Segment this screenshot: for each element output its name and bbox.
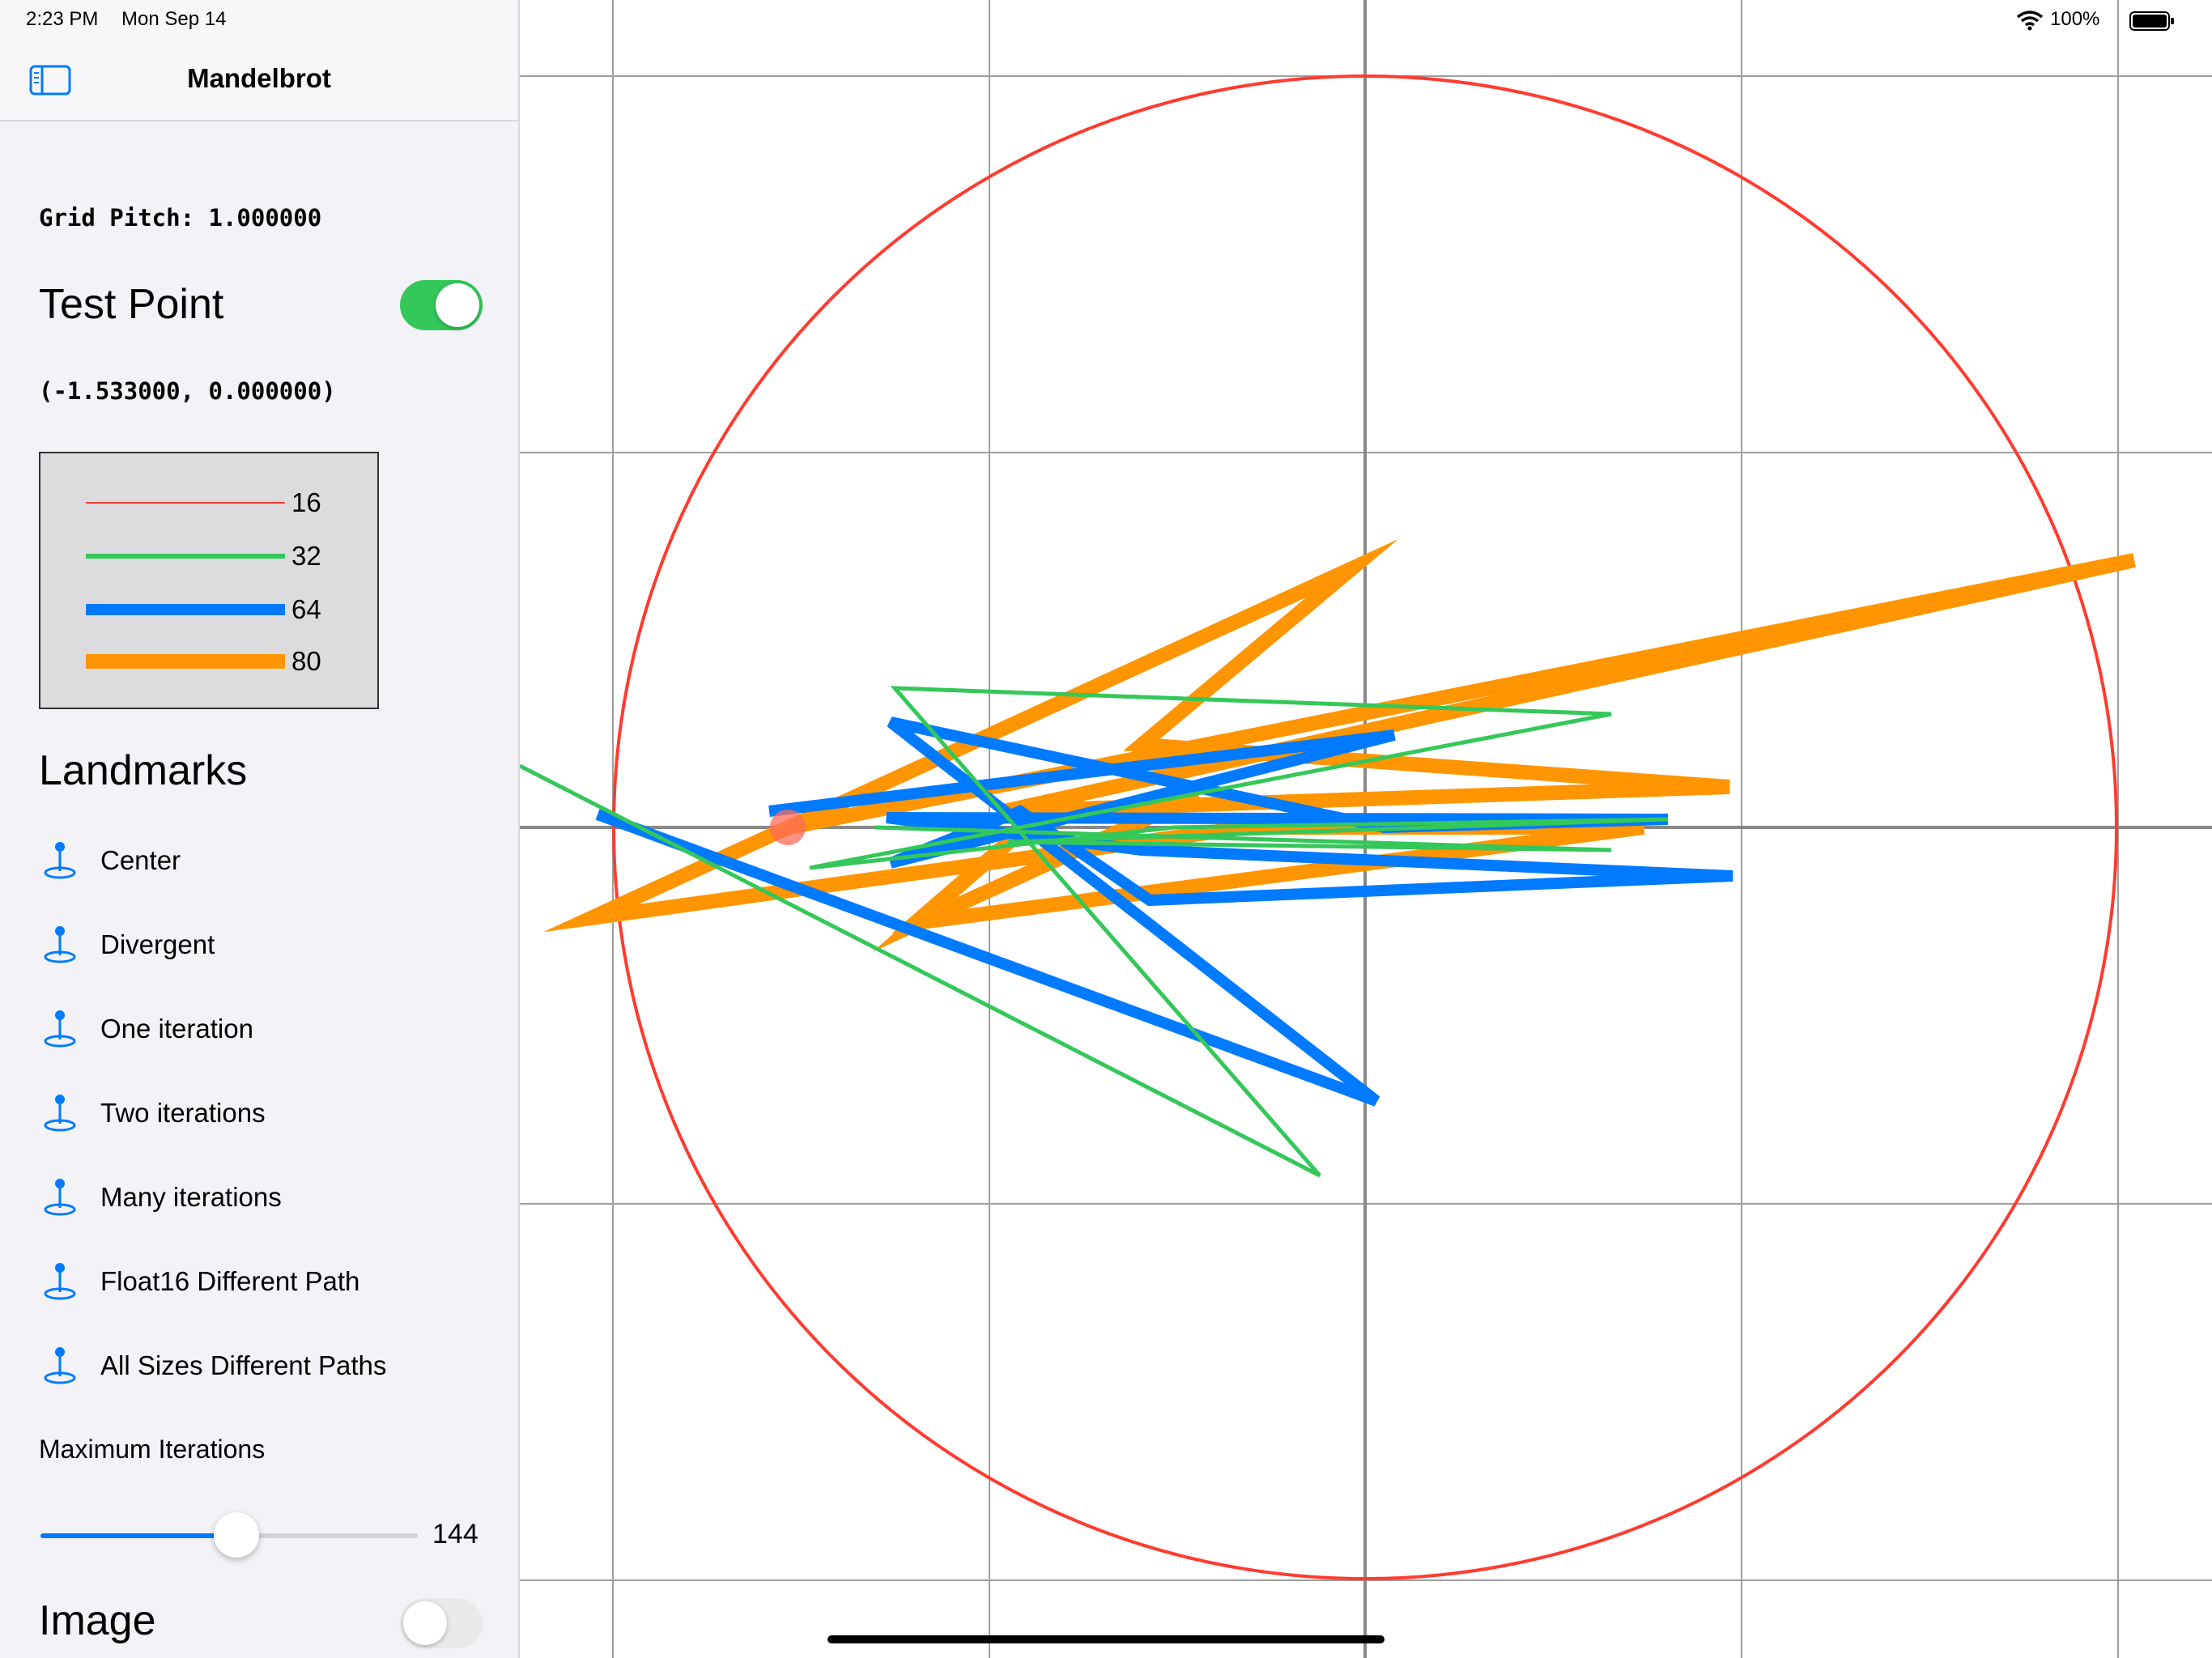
landmark-all-sizes-different-paths[interactable]: All Sizes Different Paths	[39, 1337, 492, 1394]
legend-row: 16	[86, 483, 361, 523]
image-toggle[interactable]	[400, 1598, 483, 1648]
pin-icon	[44, 1263, 76, 1300]
legend-swatch	[86, 654, 285, 669]
sidebar: 2:23 PM Mon Sep 14 Mandelbrot Grid Pitch…	[0, 0, 520, 1658]
status-right: 100%	[2016, 6, 2194, 34]
home-indicator	[827, 1635, 1385, 1643]
landmarks-title: Landmarks	[39, 747, 248, 794]
orbit-path-32	[520, 686, 1669, 1178]
landmark-label: Center	[100, 845, 181, 875]
legend-row: 64	[86, 589, 361, 630]
legend-swatch	[86, 502, 285, 504]
legend-swatch	[86, 604, 285, 615]
pin-icon	[44, 1010, 76, 1048]
battery-icon	[2129, 11, 2174, 31]
landmark-divergent[interactable]: Divergent	[39, 916, 492, 973]
landmark-label: One iteration	[100, 1014, 253, 1044]
landmark-many-iterations[interactable]: Many iterations	[39, 1169, 492, 1226]
landmark-label: Many iterations	[100, 1182, 282, 1212]
legend-label: 32	[291, 541, 321, 571]
landmark-one-iteration[interactable]: One iteration	[39, 1001, 492, 1057]
toggle-knob	[436, 283, 479, 327]
toggle-knob	[403, 1601, 447, 1645]
landmark-label: All Sizes Different Paths	[100, 1350, 387, 1380]
status-date: Mon Sep 14	[121, 8, 227, 30]
pin-icon	[44, 926, 76, 963]
test-point-label: Test Point	[39, 281, 224, 328]
landmark-label: Float16 Different Path	[100, 1266, 360, 1296]
nav-title: Mandelbrot	[187, 63, 331, 93]
pin-icon	[44, 842, 76, 879]
escape-circle	[612, 74, 2118, 1580]
test-point-marker	[770, 810, 806, 845]
sidebar-toggle-icon[interactable]	[29, 65, 71, 96]
sidebar-header: 2:23 PM Mon Sep 14 Mandelbrot	[0, 0, 518, 121]
max-iterations-value: 144	[432, 1519, 479, 1550]
landmark-label: Divergent	[100, 929, 215, 959]
status-time: 2:23 PM	[26, 8, 99, 30]
mandelbrot-plot[interactable]	[520, 0, 2212, 1658]
landmark-float16-different-path[interactable]: Float16 Different Path	[39, 1253, 492, 1310]
pin-icon	[44, 1179, 76, 1216]
legend-label: 80	[291, 646, 321, 676]
slider-thumb[interactable]	[214, 1512, 260, 1558]
legend-swatch	[86, 554, 285, 559]
slider-fill	[40, 1533, 237, 1538]
legend-label: 64	[291, 594, 321, 624]
test-point-toggle[interactable]	[400, 280, 483, 330]
landmark-two-iterations[interactable]: Two iterations	[39, 1085, 492, 1141]
pin-icon	[44, 1095, 76, 1132]
grid-pitch-readout: Grid Pitch: 1.000000	[39, 204, 322, 232]
legend-row: 80	[86, 641, 361, 682]
iteration-legend: 16 32 64 80	[39, 452, 379, 709]
image-label: Image	[39, 1597, 156, 1644]
battery-percent: 100%	[2050, 8, 2100, 30]
legend-row: 32	[86, 536, 361, 576]
orbit-path-64	[595, 716, 1733, 1107]
test-point-coords: (-1.533000, 0.000000)	[39, 377, 336, 405]
landmark-center[interactable]: Center	[39, 832, 492, 889]
max-iterations-label: Maximum Iterations	[39, 1435, 266, 1464]
wifi-icon	[2016, 11, 2044, 31]
landmark-label: Two iterations	[100, 1098, 266, 1128]
pin-icon	[44, 1347, 76, 1384]
legend-label: 16	[291, 487, 321, 517]
